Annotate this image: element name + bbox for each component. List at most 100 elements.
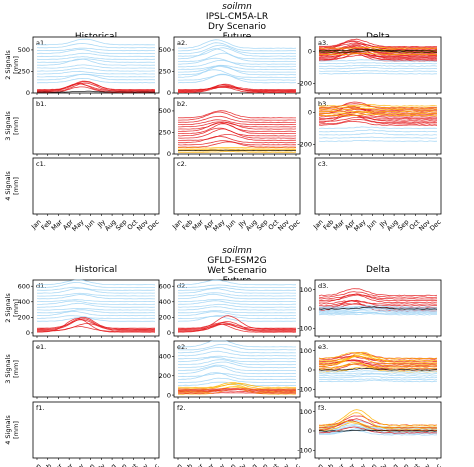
panel-label-b3: b3.	[318, 100, 328, 108]
series-line-d1-0-12	[36, 281, 155, 289]
series-line-e2-0-1	[177, 377, 296, 384]
ytick-label-e2-0: 0	[167, 391, 171, 399]
panel-frame-b2	[173, 97, 301, 155]
series-line-b2-1-3	[177, 147, 297, 149]
ytick-label-f3-0: -100	[297, 446, 312, 454]
xtick-label-c2-5: Jun	[224, 218, 238, 232]
series-line-d1-0-5	[37, 302, 156, 308]
series-line-d2-1-5	[178, 322, 296, 329]
series-line-a1-1-4	[36, 81, 156, 91]
panel-e3: e3. -100 0 100	[297, 340, 442, 399]
xtick-label-f3-2: Mar	[332, 462, 347, 467]
ytick-label-d2-2: 400	[159, 298, 171, 306]
ytick-label-d2-0: 0	[167, 329, 171, 337]
series-line-d1-0-3	[37, 309, 156, 314]
panel-d3: d3. -100 0 100	[297, 279, 442, 338]
series-line-b3-1-3	[318, 107, 438, 111]
ytick-label-e2-1: 200	[159, 372, 171, 380]
series-line-e2-2-3	[178, 388, 297, 390]
series-line-a2-0-4	[177, 65, 296, 73]
series-line-d3-0-7	[318, 293, 438, 300]
panel-frame-e1	[32, 340, 160, 398]
series-line-b3-2-1	[318, 136, 438, 139]
xtick-label-f3-9: Oct	[408, 462, 422, 467]
series-line-f3-1-0	[318, 426, 437, 434]
series-line-d3-0-4	[318, 300, 438, 305]
series-line-b3-2-0	[318, 139, 438, 142]
series-line-d1-0-6	[36, 300, 156, 305]
series-line-a1-0-0	[36, 77, 156, 84]
series-line-b2-0-3	[177, 134, 297, 141]
panel-frame-c3	[314, 157, 442, 215]
panel-label-b1: b1.	[36, 100, 46, 108]
series-line-a1-0-7	[36, 58, 156, 63]
series-line-f3-2-3	[318, 409, 438, 427]
series-line-a1-0-11	[36, 47, 155, 52]
ytick-label-d3-0: -100	[297, 324, 312, 332]
ytick-label-f3-1: 0	[308, 427, 312, 435]
bottom-col-title-0: Historical	[75, 265, 117, 275]
xtick-label-f3-7: Aug	[385, 462, 400, 467]
panel-label-e3: e3.	[318, 343, 328, 351]
xtick-label-f1-1: Feb	[40, 462, 54, 467]
series-line-b3-0-11	[318, 107, 438, 112]
series-line-d2-1-3	[177, 323, 296, 331]
series-line-d1-0-8	[36, 294, 156, 300]
series-line-b3-1-4	[318, 105, 438, 109]
series-line-e2-0-12	[177, 344, 297, 351]
series-line-e2-0-4	[178, 365, 297, 375]
series-line-b2-1-2	[177, 148, 297, 150]
series-line-e2-0-5	[178, 364, 297, 372]
series-line-d2-0-13	[177, 279, 297, 286]
row-label-a1.-0: 2 Signals	[4, 50, 12, 80]
series-line-e2-0-0	[177, 381, 297, 387]
panel-label-f1: f1.	[36, 404, 45, 412]
series-line-e2-0-11	[177, 346, 297, 354]
xtick-label-f3-8: Sep	[396, 462, 410, 467]
series-line-d1-0-0	[36, 317, 156, 322]
series-line-a3-0-17	[319, 38, 438, 48]
xtick-label-f1-2: Mar	[50, 462, 65, 467]
series-line-a1-0-9	[36, 52, 156, 58]
series-line-d2-1-4	[178, 315, 297, 330]
xtick-label-f3-5: Jun	[365, 462, 379, 467]
row-label-d1.-1: [mm]	[12, 299, 20, 317]
row-label-e1.-0: 3 Signals	[4, 354, 12, 384]
xtick-label-f1-9: Oct	[126, 462, 140, 467]
series-line-e2-1-5	[177, 382, 297, 388]
series-line-a2-1-2	[178, 84, 296, 92]
series-line-d2-0-10	[177, 288, 297, 294]
series-line-a3-3-5	[318, 59, 437, 62]
xtick-label-c2-6: Jly	[236, 218, 248, 230]
xtick-label-f1-6: Jly	[95, 462, 107, 467]
series-line-b2-0-1	[177, 140, 297, 146]
xtick-label-c1-11: Dec	[146, 218, 161, 233]
series-line-a2-0-11	[177, 44, 297, 55]
ytick-label-e3-1: 0	[308, 366, 312, 374]
series-line-a1-0-2	[36, 73, 156, 78]
series-line-d1-0-11	[37, 286, 156, 291]
series-line-a1-0-5	[37, 64, 156, 69]
series-line-e3-1-5	[318, 351, 437, 364]
series-line-d2-0-5	[177, 303, 297, 308]
xtick-label-f1-3: Apr	[61, 462, 75, 467]
ytick-label-a1-2: 500	[18, 46, 30, 54]
series-line-d3-1-2	[318, 311, 438, 314]
xtick-label-c1-6: Jly	[95, 218, 107, 230]
series-line-a2-0-2	[177, 69, 297, 78]
series-line-a2-1-0	[177, 86, 297, 94]
row-label-f1.-0: 4 Signals	[4, 415, 12, 445]
ytick-label-b2-0: 0	[167, 150, 171, 158]
ytick-label-e3-0: -100	[297, 385, 312, 393]
series-line-d3-0-8	[318, 291, 438, 298]
series-line-b2-0-11	[177, 115, 297, 123]
series-line-b2-0-5	[177, 127, 297, 137]
series-line-a3-1-0	[318, 52, 438, 56]
top-model: IPSL-CM5A-LR	[206, 12, 268, 22]
series-line-b2-0-0	[178, 141, 297, 148]
ytick-label-b3-1: 0	[308, 109, 312, 117]
series-line-a1-0-3	[37, 70, 156, 75]
series-line-b2-1-0	[177, 151, 297, 153]
series-line-a1-2-0	[37, 90, 156, 93]
series-line-e3-3-0	[318, 367, 437, 371]
